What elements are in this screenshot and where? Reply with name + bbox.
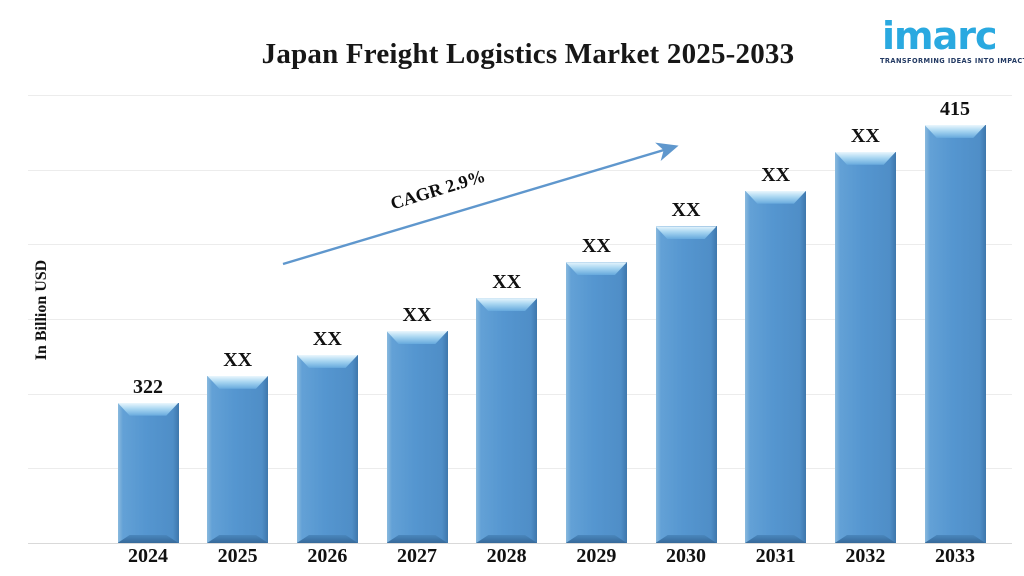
x-tick-label-2033: 2033 (935, 545, 975, 567)
bar-2033 (924, 124, 986, 543)
bar-2029 (565, 262, 627, 543)
bar-top-bevel (745, 190, 807, 204)
bar-top-bevel (924, 124, 986, 138)
bar-top-bevel (476, 298, 538, 312)
bar-2028 (476, 298, 538, 543)
gridline (28, 95, 1012, 96)
bar-top-bevel (834, 151, 896, 165)
bar-2024 (117, 402, 179, 543)
bar-top-bevel (565, 262, 627, 276)
value-label-2032: XX (850, 124, 880, 147)
bar-2031 (745, 190, 807, 543)
bar-bottom-bevel (296, 535, 358, 543)
bar-2032 (834, 151, 896, 543)
x-axis-line (28, 543, 1012, 544)
x-tick-label-2032: 2032 (845, 545, 886, 567)
x-tick-label-2026: 2026 (307, 545, 348, 567)
bar-2030 (655, 226, 717, 543)
bar-2027 (386, 330, 448, 543)
value-label-2028: XX (492, 271, 522, 294)
bar-bottom-bevel (834, 535, 896, 543)
bar-bottom-bevel (207, 535, 269, 543)
value-label-2027: XX (402, 303, 432, 326)
value-label-2026: XX (312, 327, 342, 350)
imarc-logo-tagline: TRANSFORMING IDEAS INTO IMPACT (880, 57, 1024, 65)
imarc-logo: imarc TRANSFORMING IDEAS INTO IMPACT (880, 14, 1024, 66)
bar-bottom-bevel (745, 535, 807, 543)
bar-top-bevel (296, 354, 358, 368)
bar-2026 (296, 354, 358, 543)
value-label-2024: 322 (133, 375, 163, 398)
bar-bottom-bevel (117, 535, 179, 543)
bar-bottom-bevel (655, 535, 717, 543)
chart-title: Japan Freight Logistics Market 2025-2033 (261, 38, 795, 70)
value-label-2025: XX (223, 348, 253, 371)
bar-2025 (207, 375, 269, 543)
bar-bottom-bevel (386, 535, 448, 543)
x-tick-label-2024: 2024 (128, 545, 168, 567)
x-tick-label-2029: 2029 (576, 545, 617, 567)
imarc-logo-wordmark: imarc (882, 14, 998, 58)
value-label-2030: XX (671, 199, 701, 222)
x-tick-label-2030: 2030 (666, 545, 706, 567)
value-label-2029: XX (581, 235, 611, 258)
x-tick-label-2027: 2027 (397, 545, 437, 567)
bar-top-bevel (386, 330, 448, 344)
x-tick-label-2025: 2025 (217, 545, 258, 567)
y-axis-label: In Billion USD (33, 259, 50, 361)
x-tick-label-2031: 2031 (755, 545, 796, 567)
bar-top-bevel (117, 402, 179, 416)
bar-top-bevel (207, 375, 269, 389)
bar-bottom-bevel (476, 535, 538, 543)
bar-bottom-bevel (565, 535, 627, 543)
cagr-annotation: CAGR 2.9% (388, 165, 488, 214)
bar-bottom-bevel (924, 535, 986, 543)
bar-top-bevel (655, 226, 717, 240)
value-label-2033: 415 (940, 97, 970, 120)
value-label-2031: XX (761, 163, 791, 186)
x-tick-label-2028: 2028 (486, 545, 527, 567)
